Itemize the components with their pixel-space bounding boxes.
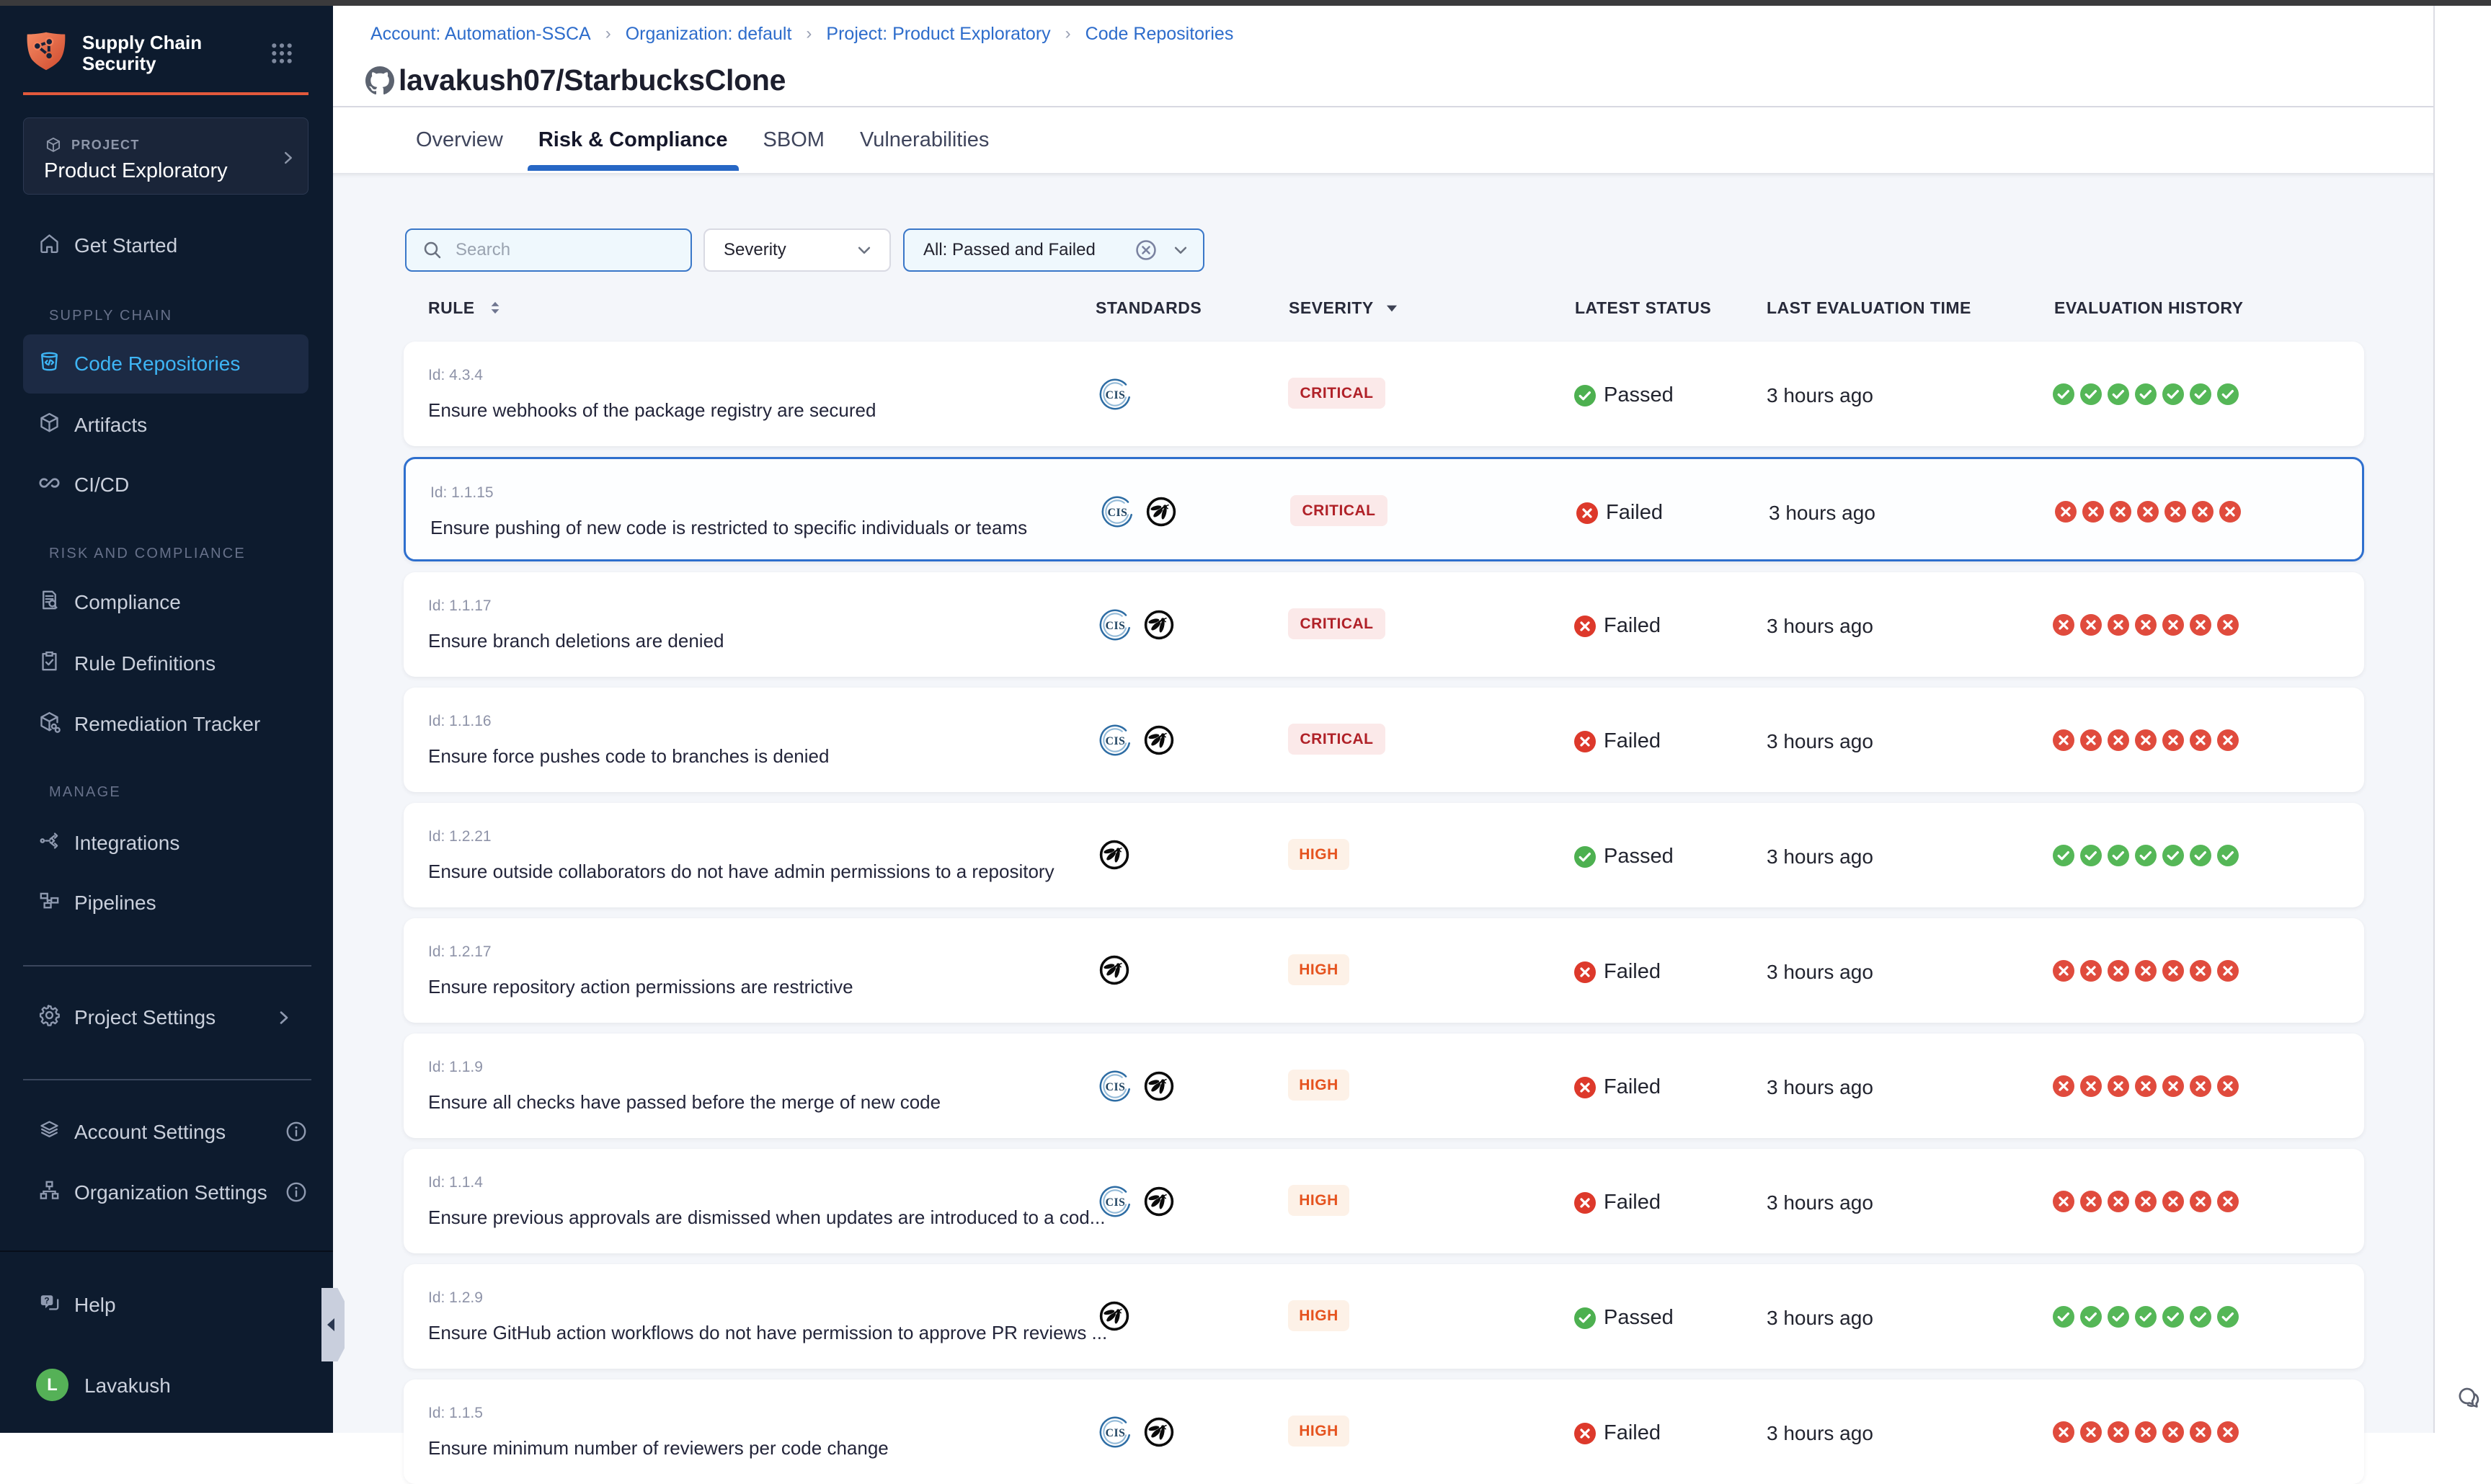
svg-text:CIS: CIS [1108,507,1128,519]
svg-text:CIS: CIS [1106,1196,1126,1209]
svg-text:CIS: CIS [1106,389,1126,401]
svg-text:CIS: CIS [1106,1427,1126,1439]
svg-text:CIS: CIS [1106,1081,1126,1093]
svg-text:CIS: CIS [1106,620,1126,632]
svg-text:CIS: CIS [1106,735,1126,747]
svg-text:?: ? [44,1295,49,1305]
